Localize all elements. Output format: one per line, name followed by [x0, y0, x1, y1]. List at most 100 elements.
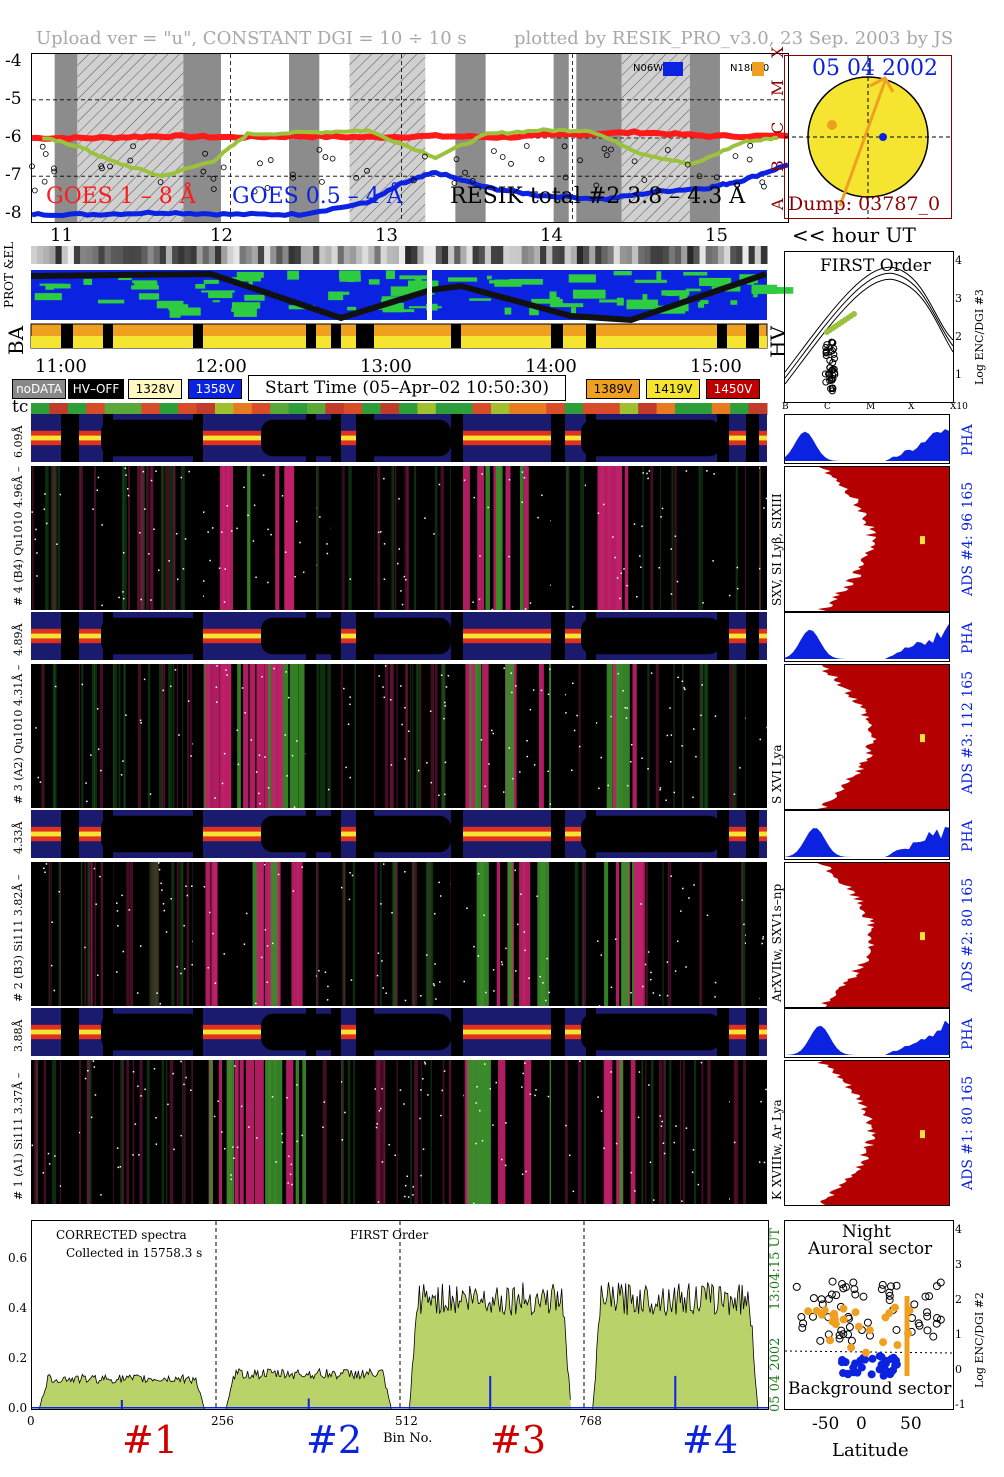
land-patch — [287, 270, 299, 280]
lat-ylabel: Log ENC/DGI #2 — [973, 1292, 986, 1388]
land-patch — [730, 300, 738, 305]
lat-point-orange — [826, 1336, 835, 1345]
grey-cell — [356, 246, 363, 264]
spec-xtick-1: 256 — [211, 1414, 234, 1428]
hour-unit: << hour UT — [792, 223, 916, 247]
goes-long-label: GOES 1 – 8 Å — [46, 184, 196, 209]
resik-point — [51, 168, 58, 175]
spectrum-segment-3 — [592, 1282, 758, 1409]
tc-cell — [49, 403, 69, 415]
land-patch — [328, 291, 344, 301]
y-tick-2: -6 — [5, 127, 22, 147]
latitude-plot — [784, 1220, 954, 1410]
grey-cell — [454, 246, 461, 264]
first-order-point — [828, 347, 836, 355]
lat-point-blue — [849, 1368, 858, 1377]
grey-cell — [73, 246, 81, 264]
lat-point — [892, 1325, 901, 1334]
lat-point-orange — [847, 1343, 856, 1352]
first-order-point — [826, 374, 834, 382]
land-patch — [231, 277, 261, 282]
first-order-point — [822, 378, 830, 386]
resik-point — [210, 175, 217, 182]
grey-cell — [656, 246, 664, 264]
tc-cell — [104, 403, 124, 415]
resik-point — [410, 177, 417, 184]
lat-point-orange — [839, 1304, 848, 1313]
detector-0-ads-label: ADS #4: 96 165 — [960, 481, 976, 596]
grey-cell — [172, 246, 179, 264]
land-patch — [385, 270, 395, 280]
grey-cell — [165, 246, 173, 264]
grey-cell — [55, 246, 63, 264]
resik-point — [39, 143, 46, 150]
spec-ytick-2: 0.4 — [8, 1300, 28, 1315]
hv-off-bar — [103, 324, 113, 348]
lat-point — [817, 1295, 826, 1304]
channel-4: #4 — [682, 1418, 739, 1462]
resik-point — [289, 171, 296, 178]
grey-cell — [221, 246, 228, 264]
land-patch — [509, 278, 543, 285]
grey-cell — [460, 246, 467, 264]
grey-cell — [632, 246, 639, 264]
lat-point-orange — [865, 1326, 874, 1335]
grey-cell — [405, 246, 412, 264]
land-patch — [339, 270, 361, 279]
hv-off-bar — [746, 324, 759, 348]
land-patch — [685, 288, 701, 292]
grey-cell — [49, 246, 57, 264]
legend-n06w33-label: N06W33 — [633, 63, 676, 74]
land-patch — [529, 307, 539, 316]
detector-2-pha-label: PHA — [960, 820, 976, 852]
hv-off-bar — [356, 324, 374, 348]
grey-cell — [37, 246, 44, 264]
resik-point — [577, 157, 583, 164]
start-time: Start Time (05–Apr–02 10:50:30) — [248, 375, 566, 401]
tc-cell — [693, 403, 713, 415]
resik-point — [664, 147, 671, 153]
lat-point-orange — [804, 1307, 813, 1316]
resik-point — [641, 177, 648, 183]
grey-cell — [619, 246, 627, 264]
grey-cell — [595, 246, 602, 264]
spectrum-outline-1 — [225, 1367, 392, 1410]
grey-cell — [245, 246, 253, 264]
lat-point — [932, 1319, 941, 1328]
lat-point — [797, 1313, 806, 1322]
land-patch — [168, 304, 189, 311]
sun-dump: Dump: 03787_0 — [788, 193, 941, 215]
first-order-point — [828, 339, 836, 347]
lat-point-blue — [867, 1370, 876, 1379]
lat-point — [844, 1330, 853, 1339]
hv-off-bar — [586, 324, 596, 348]
land-patch — [626, 299, 659, 310]
tc-cell — [141, 403, 161, 415]
resik-point — [200, 168, 207, 175]
tc-cell — [675, 403, 694, 415]
grey-cell — [135, 246, 142, 264]
resik-point — [264, 185, 271, 191]
grey-cell — [153, 246, 161, 264]
detector-0-pha-label: PHA — [960, 424, 976, 456]
resik-point — [127, 157, 134, 164]
detector-3-pha — [784, 1008, 950, 1058]
grey-cell — [540, 246, 547, 264]
grey-cell — [527, 246, 535, 264]
lat-point-blue — [839, 1369, 848, 1378]
lat-ytick-2: 1 — [955, 1328, 962, 1341]
grey-cell — [92, 246, 99, 264]
lat-point-blue — [892, 1360, 901, 1369]
lat-ytick-5: 4 — [955, 1223, 962, 1236]
detector-0-ads — [784, 466, 950, 612]
hour-tick2-1: 12:00 — [195, 356, 247, 377]
grey-cell — [699, 246, 707, 264]
lat-point-blue — [851, 1359, 860, 1368]
status-hv-off: HV–OFF — [68, 379, 124, 399]
land-patch — [231, 308, 249, 312]
spectrum-annot-1: CORRECTED spectra — [56, 1228, 187, 1242]
land-patch — [390, 286, 409, 296]
spec-xtick-2: 512 — [395, 1414, 418, 1428]
lat-point — [845, 1322, 854, 1331]
hv-off-bar — [331, 324, 341, 348]
